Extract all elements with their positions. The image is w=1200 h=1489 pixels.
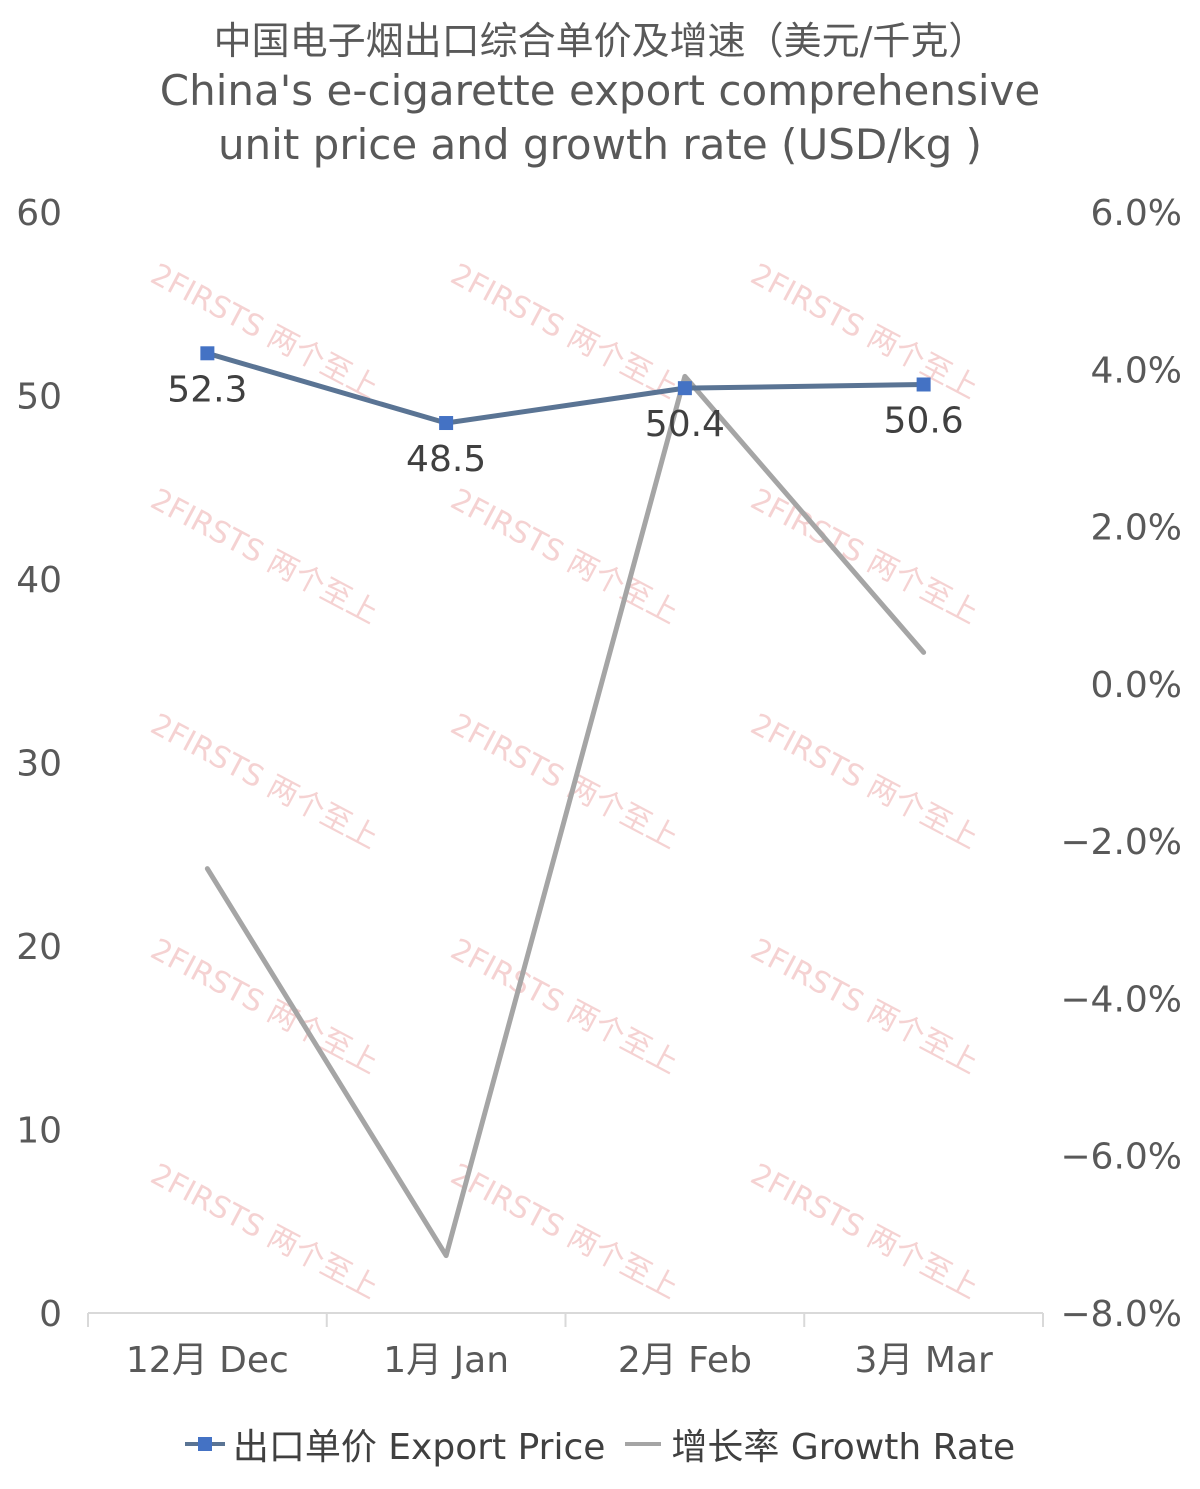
export-price-data-label: 50.4 [645,404,725,445]
x-tick-label: 12月 Dec [126,1340,289,1381]
legend-item-growth-rate: 增长率 Growth Rate [625,1418,1015,1470]
legend-item-export-price: 出口单价 Export Price [184,1418,606,1470]
x-tick-label: 2月 Feb [618,1340,752,1381]
chart-title-en-line1: China's e-cigarette export comprehensive [159,66,1041,115]
chart-legend: 出口单价 Export Price 增长率 Growth Rate [0,1418,1200,1470]
growth-rate-line-icon [625,1442,662,1446]
legend-label-growth-rate: 增长率 Growth Rate [671,1427,1016,1468]
export-price-marker-icon [184,1436,225,1452]
growth-rate-series-line [204,373,927,1259]
y-left-tick-label: 50 [16,377,62,418]
line-chart: 12月 Dec 1月 Jan 2月 Feb 3月 Mar 0 10 20 30 40 50 60 −8… [16,193,1182,1381]
y-right-tick-label: 2.0% [1091,508,1182,549]
y-right-tick-label: −6.0% [1060,1137,1182,1178]
x-tick-label: 3月 Mar [854,1340,992,1381]
y-right-tick-label: −8.0% [1060,1294,1182,1335]
export-price-data-label: 50.6 [884,400,964,441]
legend-label-export-price: 出口单价 Export Price [232,1427,606,1468]
y-left-tick-label: 0 [39,1294,62,1335]
y-right-tick-label: −2.0% [1060,822,1182,863]
y-right-tick-label: 6.0% [1091,193,1182,234]
export-price-series-line [206,350,924,426]
export-price-point [677,381,692,396]
y-left-tick-label: 30 [16,744,62,785]
chart-title-zh: 中国电子烟出口综合单价及增速（美元/千克） [213,19,987,63]
chart-title-en-line2: unit price and growth rate (USD/kg ) [217,120,983,169]
y-left-tick-label: 40 [16,560,62,601]
export-price-point [916,377,931,392]
y-left-tick-label: 20 [16,927,62,968]
y-right-tick-label: 4.0% [1091,350,1182,391]
y-left-tick-label: 60 [16,193,62,234]
y-right-tick-label: −4.0% [1060,979,1182,1020]
y-left-tick-label: 10 [16,1111,62,1152]
export-price-point [200,346,215,361]
export-price-data-label: 48.5 [406,439,486,480]
export-price-point [439,416,454,431]
x-tick-label: 1月 Jan [383,1340,509,1381]
export-price-data-label: 52.3 [167,369,247,410]
y-right-tick-label: 0.0% [1091,665,1182,706]
